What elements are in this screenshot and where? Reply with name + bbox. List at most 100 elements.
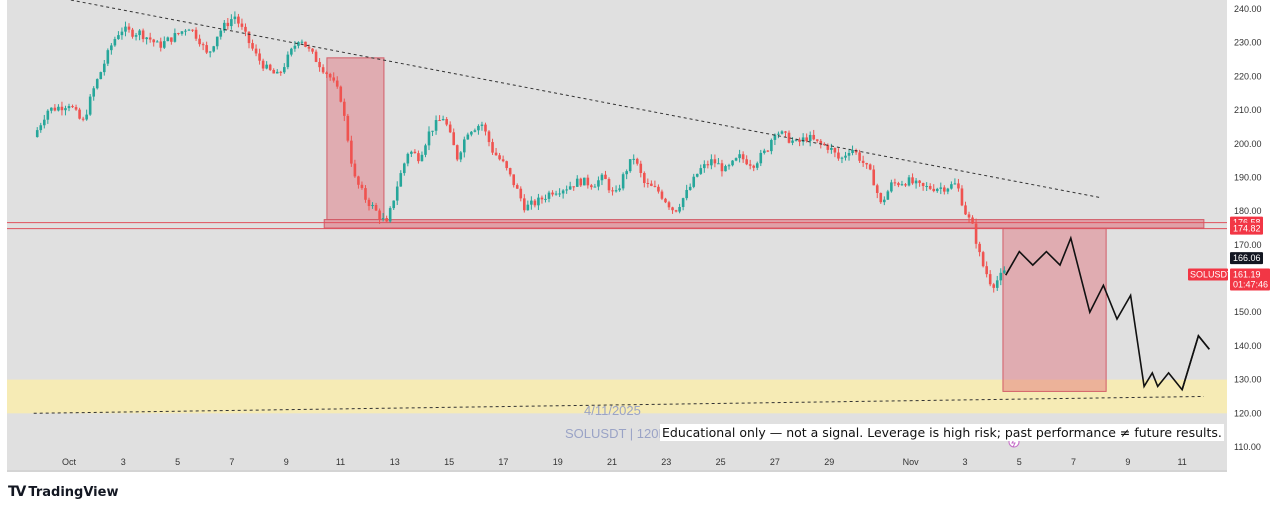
candle-body-230 xyxy=(847,153,851,156)
candle-body-69 xyxy=(279,71,283,73)
range-box-1[interactable] xyxy=(326,57,385,221)
candle-body-126 xyxy=(480,124,484,126)
candle-body-74 xyxy=(297,42,300,46)
candle-body-89 xyxy=(350,140,353,164)
candle-body-49 xyxy=(208,51,212,53)
candle-body-172 xyxy=(643,172,646,183)
x-tick-label-14: 29 xyxy=(824,457,834,467)
candle-body-60 xyxy=(247,31,251,44)
candle-body-254 xyxy=(932,188,936,192)
candle-body-175 xyxy=(653,185,657,187)
candle-body-258 xyxy=(946,188,950,192)
candle-body-141 xyxy=(533,200,537,206)
y-tick-label-10: 140.00 xyxy=(1234,341,1262,351)
price-tag-bg-1 xyxy=(1230,222,1263,235)
candle-body-242 xyxy=(890,182,893,192)
x-tick-label-17: 5 xyxy=(1017,457,1022,467)
candle-body-180 xyxy=(671,207,674,211)
candle-body-104 xyxy=(403,163,406,174)
candle-body-187 xyxy=(695,173,699,177)
price-tag-text-1: 174.82 xyxy=(1233,224,1261,234)
candle-body-168 xyxy=(628,159,632,172)
candle-body-58 xyxy=(240,23,244,27)
candle-body-37 xyxy=(166,37,170,42)
candle-body-8 xyxy=(64,108,67,111)
candle-body-146 xyxy=(551,192,554,195)
candle-body-229 xyxy=(844,155,847,158)
symbol-tag-bg xyxy=(1188,268,1228,281)
candle-body-259 xyxy=(950,184,953,189)
candle-body-10 xyxy=(71,106,74,108)
price-tag-2: 166.06 xyxy=(1230,252,1263,265)
candle-body-269 xyxy=(985,266,988,275)
candle-body-35 xyxy=(159,41,163,48)
candle-body-163 xyxy=(611,190,614,192)
candle-body-125 xyxy=(477,125,480,131)
candle-body-30 xyxy=(141,30,145,40)
y-tick-label-7: 170.00 xyxy=(1234,240,1262,250)
tradingview-brand[interactable]: TV TradingView xyxy=(8,484,118,500)
candle-body-3 xyxy=(46,110,50,120)
candle-body-23 xyxy=(117,35,120,40)
disclaimer-text: Educational only — not a signal. Leverag… xyxy=(660,424,1224,441)
candle-body-41 xyxy=(180,31,184,34)
candle-body-127 xyxy=(484,124,487,132)
tradingview-logo-icon: TV xyxy=(8,484,26,500)
candle-body-227 xyxy=(837,152,840,159)
candle-body-120 xyxy=(459,152,463,160)
candle-body-137 xyxy=(519,188,523,199)
candle-body-79 xyxy=(314,51,318,62)
projection-path[interactable] xyxy=(1005,235,1210,392)
candle-body-164 xyxy=(614,190,618,192)
candle-body-239 xyxy=(879,192,883,203)
candle-body-155 xyxy=(583,177,586,186)
x-tick-label-11: 23 xyxy=(661,457,671,467)
candle-body-55 xyxy=(230,19,233,27)
x-tick-label-15: Nov xyxy=(903,457,920,467)
x-tick-label-20: 11 xyxy=(1177,457,1186,467)
candle-body-22 xyxy=(113,39,117,46)
support-band[interactable] xyxy=(323,219,1205,229)
candle-body-271 xyxy=(992,284,996,288)
candle-body-149 xyxy=(561,190,565,194)
candle-body-109 xyxy=(420,154,424,162)
candle-body-20 xyxy=(106,50,110,64)
candle-body-154 xyxy=(579,178,583,186)
candle-body-119 xyxy=(455,145,459,160)
countdown-text: 01:47:46 xyxy=(1233,280,1268,290)
candle-body-206 xyxy=(763,150,766,153)
candle-body-85 xyxy=(335,80,339,87)
candle-body-114 xyxy=(438,120,441,122)
candle-body-257 xyxy=(943,187,946,192)
candle-body-2 xyxy=(42,119,46,126)
candle-body-44 xyxy=(191,29,194,31)
candle-body-161 xyxy=(604,174,607,180)
candle-body-157 xyxy=(590,185,593,188)
candle-body-264 xyxy=(967,214,971,218)
x-tick-label-13: 27 xyxy=(770,457,780,467)
candle-body-128 xyxy=(487,131,491,143)
candle-body-134 xyxy=(508,168,512,175)
candle-body-32 xyxy=(148,37,152,40)
candle-body-110 xyxy=(424,145,427,155)
candle-body-0 xyxy=(35,130,39,138)
candle-body-211 xyxy=(780,131,784,134)
candle-body-201 xyxy=(745,159,748,165)
x-tick-label-10: 21 xyxy=(607,457,617,467)
x-tick-label-9: 19 xyxy=(553,457,563,467)
candle-body-96 xyxy=(374,204,378,211)
candle-body-250 xyxy=(918,180,921,183)
candle-body-17 xyxy=(95,79,99,89)
candle-body-243 xyxy=(893,182,897,184)
candle-body-26 xyxy=(127,26,131,30)
candle-body-64 xyxy=(261,60,265,69)
candle-body-50 xyxy=(212,46,216,52)
candle-body-216 xyxy=(798,139,801,142)
upper-trendline[interactable] xyxy=(47,0,1101,199)
candle-body-174 xyxy=(650,183,653,186)
candle-body-47 xyxy=(201,44,205,46)
candle-body-262 xyxy=(960,188,964,206)
candle-body-28 xyxy=(134,35,138,37)
